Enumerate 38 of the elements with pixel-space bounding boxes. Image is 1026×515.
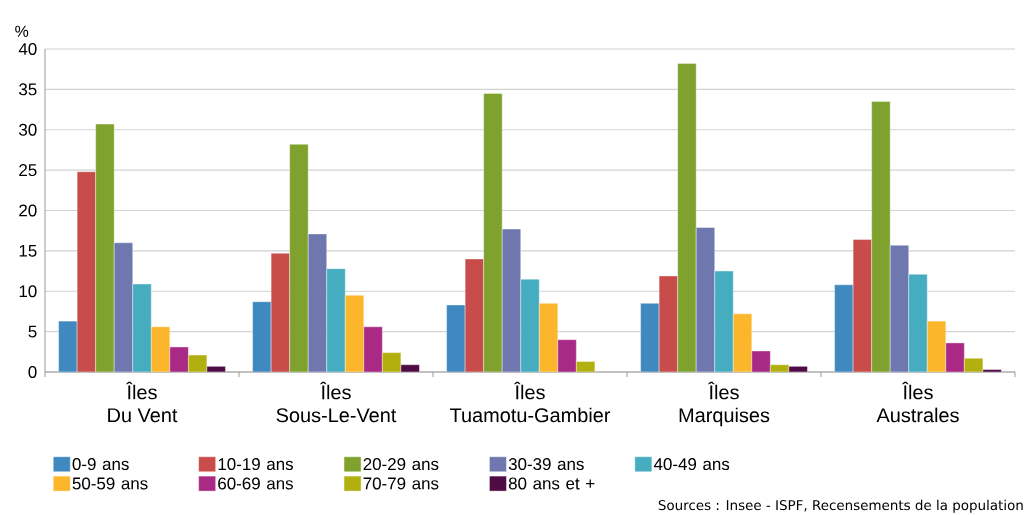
bar bbox=[852, 239, 872, 372]
bar bbox=[345, 295, 365, 372]
legend-label: 20-29 ans bbox=[363, 458, 439, 471]
x-tick-label: Îles Sous-Le-Vent bbox=[276, 381, 397, 423]
legend-label: 40-49 ans bbox=[653, 458, 730, 471]
bar bbox=[890, 245, 909, 372]
legend-label: 60-69 ans bbox=[218, 477, 293, 490]
y-tick-label: 5 bbox=[28, 325, 37, 338]
x-tick-label: Îles Marquises bbox=[679, 381, 770, 427]
y-tick-label: 10 bbox=[19, 285, 37, 298]
legend-label: 80 ans et + bbox=[508, 477, 595, 490]
x-tick-label: Îles Australes bbox=[876, 381, 959, 423]
bar bbox=[539, 303, 559, 372]
legend-label: 70-79 ans bbox=[363, 477, 439, 490]
y-tick-label: 40 bbox=[18, 43, 37, 55]
legend-label: 50-59 ans bbox=[72, 477, 148, 490]
y-tick-label: 30 bbox=[19, 123, 37, 136]
y-tick-label: 20 bbox=[19, 204, 37, 217]
y-tick-label: 35 bbox=[19, 83, 37, 96]
legend-label: 10-19 ans bbox=[218, 458, 293, 471]
source-note: Sources : Insee - ISPF, Recensements de la population bbox=[658, 499, 1023, 513]
y-axis-title: % bbox=[15, 25, 29, 37]
x-tick-label: Îles Tuamotu-Gambier bbox=[450, 381, 611, 423]
legend-label: 0-9 ans bbox=[72, 458, 129, 471]
bar bbox=[270, 253, 290, 372]
y-tick-label: 15 bbox=[19, 244, 37, 257]
bar bbox=[696, 227, 715, 372]
bar bbox=[76, 171, 96, 372]
x-tick-label: Îles Du Vent bbox=[108, 381, 178, 423]
bar bbox=[114, 242, 133, 372]
y-tick-label: 0 bbox=[28, 365, 37, 378]
bar bbox=[502, 228, 521, 372]
legend-label: 30-39 ans bbox=[508, 458, 584, 471]
bar bbox=[658, 275, 678, 372]
bar bbox=[733, 313, 753, 372]
bar bbox=[308, 233, 327, 372]
y-tick-label: 25 bbox=[19, 164, 37, 177]
bar bbox=[464, 258, 484, 372]
